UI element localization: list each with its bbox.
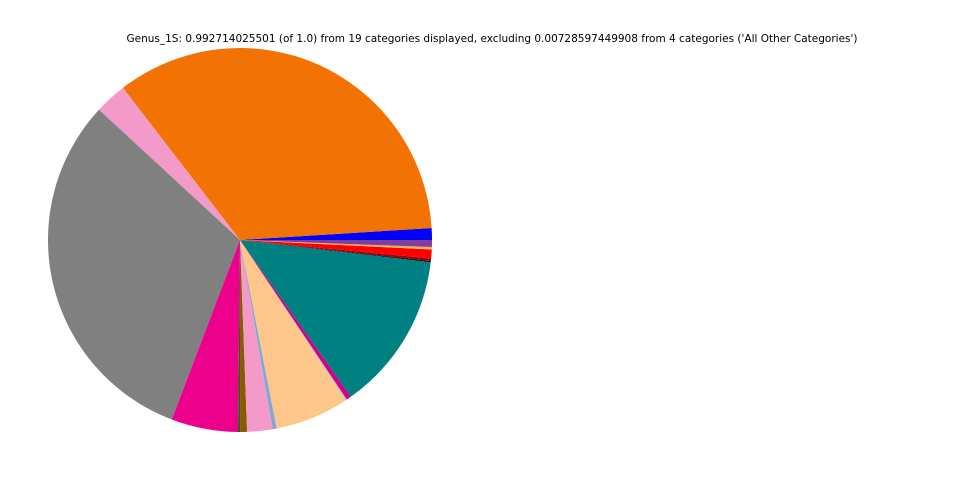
pie-slice [240,240,431,397]
pie-slice [240,240,346,429]
pie-slice [122,48,432,240]
pie-slice [240,240,432,250]
pie-slice [47,109,240,420]
chart-title: Genus_1S: 0.992714025501 (of 1.0) from 1… [127,33,858,45]
pie-slice [98,87,240,240]
pie-slice [237,240,241,432]
pie-slice [240,240,248,432]
pie-slice [240,240,431,263]
pie-slice [240,240,432,262]
pie-slice [240,240,351,400]
pie-slice [240,240,273,432]
pie-slice [171,240,240,432]
pie-slice [240,240,432,248]
pie-slice [240,240,277,430]
pie-slice [240,240,432,259]
pie-slice [240,240,432,249]
pie-slice [240,240,347,401]
pie-slice [240,227,433,240]
